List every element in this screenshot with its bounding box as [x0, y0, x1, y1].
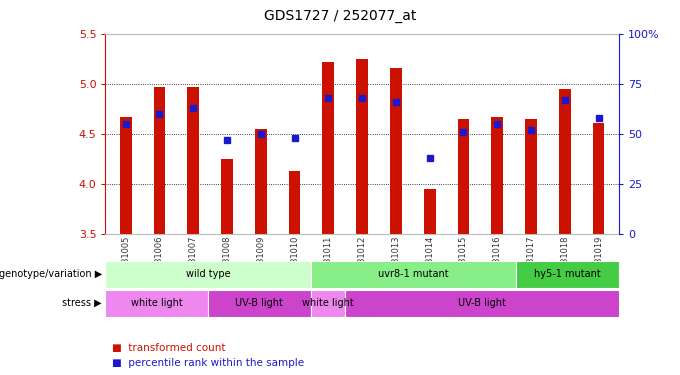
- Bar: [491, 117, 503, 234]
- Bar: [345, 290, 619, 317]
- Text: ■  transformed count: ■ transformed count: [112, 343, 226, 353]
- Bar: [208, 290, 311, 317]
- Bar: [187, 87, 199, 234]
- Text: genotype/variation ▶: genotype/variation ▶: [0, 269, 102, 279]
- Bar: [516, 261, 619, 288]
- Text: UV-B light: UV-B light: [458, 298, 506, 308]
- Bar: [525, 119, 537, 234]
- Text: GDS1727 / 252077_at: GDS1727 / 252077_at: [264, 9, 416, 23]
- Bar: [120, 117, 131, 234]
- Bar: [322, 62, 335, 234]
- Bar: [154, 87, 165, 234]
- Bar: [356, 59, 368, 234]
- Bar: [593, 123, 605, 234]
- Text: wild type: wild type: [186, 269, 231, 279]
- Text: white light: white light: [131, 298, 183, 308]
- Bar: [288, 171, 301, 234]
- Bar: [458, 119, 469, 234]
- Bar: [105, 290, 208, 317]
- Text: white light: white light: [302, 298, 354, 308]
- Text: uvr8-1 mutant: uvr8-1 mutant: [378, 269, 449, 279]
- Text: stress ▶: stress ▶: [63, 298, 102, 308]
- Bar: [221, 159, 233, 234]
- Text: hy5-1 mutant: hy5-1 mutant: [534, 269, 601, 279]
- Bar: [105, 261, 311, 288]
- Bar: [424, 189, 436, 234]
- Text: ■  percentile rank within the sample: ■ percentile rank within the sample: [112, 358, 305, 368]
- Text: UV-B light: UV-B light: [235, 298, 284, 308]
- Bar: [559, 89, 571, 234]
- Bar: [311, 261, 516, 288]
- Bar: [390, 68, 402, 234]
- Bar: [311, 290, 345, 317]
- Bar: [255, 129, 267, 234]
